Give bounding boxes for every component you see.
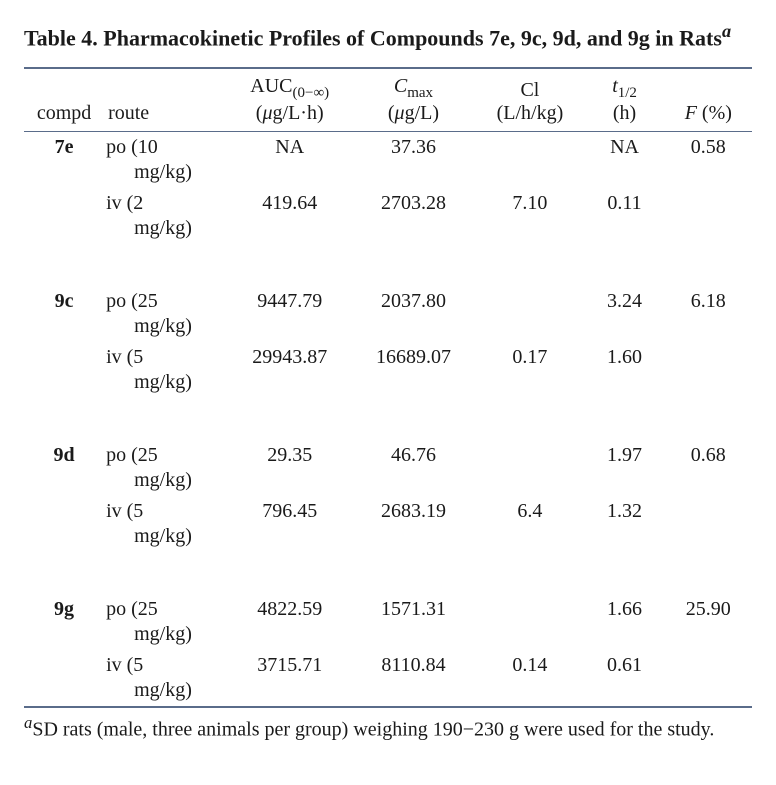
cell-compd — [24, 188, 104, 244]
cell-cl — [475, 594, 584, 650]
col-auc: AUC(0−∞) (μg/L·h) — [228, 68, 352, 132]
cell-compd — [24, 650, 104, 707]
cell-route: po (25mg/kg) — [104, 440, 228, 496]
footnote: aSD rats (male, three animals per group)… — [24, 712, 752, 743]
cell-auc: 3715.71 — [228, 650, 352, 707]
cell-route: po (25mg/kg) — [104, 286, 228, 342]
f-unit: (%) — [697, 102, 732, 124]
group-gap — [24, 552, 752, 594]
cell-cl: 6.4 — [475, 496, 584, 552]
auc-sub: (0−∞) — [292, 85, 329, 101]
header-row: compd route AUC(0−∞) (μg/L·h) Cmax (μg/L… — [24, 68, 752, 132]
cell-auc: 9447.79 — [228, 286, 352, 342]
col-f: F (%) — [665, 68, 752, 132]
cell-compd: 9d — [24, 440, 104, 496]
cell-route: iv (5mg/kg) — [104, 496, 228, 552]
cell-thalf: 0.11 — [585, 188, 665, 244]
cell-auc: 29.35 — [228, 440, 352, 496]
cell-thalf: NA — [585, 132, 665, 189]
col-route: route — [104, 68, 228, 132]
auc-u2: g/L·h) — [273, 102, 324, 124]
cell-cl: 0.17 — [475, 342, 584, 398]
cell-auc: 4822.59 — [228, 594, 352, 650]
cl-unit: (L/h/kg) — [497, 102, 564, 124]
cell-compd — [24, 342, 104, 398]
cell-cmax: 2037.80 — [352, 286, 476, 342]
cell-cmax: 2703.28 — [352, 188, 476, 244]
col-compd: compd — [24, 68, 104, 132]
cell-auc: 419.64 — [228, 188, 352, 244]
table-title: Table 4. Pharmacokinetic Profiles of Com… — [24, 20, 752, 53]
col-route-label: route — [108, 102, 149, 124]
table-row: 9cpo (25mg/kg)9447.792037.80 3.246.18 — [24, 286, 752, 342]
col-cmax: Cmax (μg/L) — [352, 68, 476, 132]
cmax-sub: max — [407, 85, 433, 101]
cell-compd: 9g — [24, 594, 104, 650]
group-gap — [24, 244, 752, 286]
cell-thalf: 1.97 — [585, 440, 665, 496]
cell-route: iv (5mg/kg) — [104, 342, 228, 398]
footnote-text: SD rats (male, three animals per group) … — [32, 719, 714, 741]
cell-cl: 0.14 — [475, 650, 584, 707]
auc-label: AUC — [250, 75, 292, 97]
title-footnote-mark: a — [722, 21, 731, 41]
thalf-sub: 1/2 — [618, 85, 637, 101]
cell-cl: 7.10 — [475, 188, 584, 244]
cell-f: 0.58 — [665, 132, 752, 189]
thalf-unit: (h) — [613, 102, 636, 124]
cell-f: 6.18 — [665, 286, 752, 342]
cell-cmax: 8110.84 — [352, 650, 476, 707]
cell-thalf: 3.24 — [585, 286, 665, 342]
cell-route: po (10mg/kg) — [104, 132, 228, 189]
cell-thalf: 1.66 — [585, 594, 665, 650]
cell-cl — [475, 132, 584, 189]
col-compd-label: compd — [37, 102, 91, 124]
cell-route: iv (2mg/kg) — [104, 188, 228, 244]
cell-cmax: 2683.19 — [352, 496, 476, 552]
col-cl: Cl (L/h/kg) — [475, 68, 584, 132]
title-text: Table 4. Pharmacokinetic Profiles of Com… — [24, 25, 722, 50]
cl-label: Cl — [520, 79, 539, 101]
cell-route: iv (5mg/kg) — [104, 650, 228, 707]
cell-thalf: 1.32 — [585, 496, 665, 552]
cell-auc: NA — [228, 132, 352, 189]
table-row: iv (5mg/kg)29943.8716689.070.171.60 — [24, 342, 752, 398]
table-row: 7epo (10mg/kg)NA37.36NA0.58 — [24, 132, 752, 189]
table-row: 9dpo (25mg/kg)29.3546.76 1.970.68 — [24, 440, 752, 496]
cell-compd — [24, 496, 104, 552]
cell-cmax: 16689.07 — [352, 342, 476, 398]
cell-cmax: 1571.31 — [352, 594, 476, 650]
table-row: 9gpo (25mg/kg)4822.591571.31 1.6625.90 — [24, 594, 752, 650]
cell-cmax: 46.76 — [352, 440, 476, 496]
cell-thalf: 0.61 — [585, 650, 665, 707]
cell-cmax: 37.36 — [352, 132, 476, 189]
table-row: iv (2mg/kg)419.642703.287.100.11 — [24, 188, 752, 244]
cell-compd: 9c — [24, 286, 104, 342]
cell-f — [665, 342, 752, 398]
auc-mu: μ — [262, 102, 272, 124]
cmax-mu: μ — [395, 102, 405, 124]
cell-f — [665, 650, 752, 707]
group-gap — [24, 398, 752, 440]
f-label: F — [685, 102, 697, 124]
cell-cl — [475, 440, 584, 496]
cell-thalf: 1.60 — [585, 342, 665, 398]
cell-auc: 796.45 — [228, 496, 352, 552]
col-thalf: t1/2 (h) — [585, 68, 665, 132]
cell-f — [665, 188, 752, 244]
cell-compd: 7e — [24, 132, 104, 189]
table-body: 7epo (10mg/kg)NA37.36NA0.58iv (2mg/kg)41… — [24, 132, 752, 708]
cell-cl — [475, 286, 584, 342]
table-row: iv (5mg/kg)3715.718110.840.140.61 — [24, 650, 752, 707]
pk-table: compd route AUC(0−∞) (μg/L·h) Cmax (μg/L… — [24, 67, 752, 708]
cell-f — [665, 496, 752, 552]
table-row: iv (5mg/kg)796.452683.196.41.32 — [24, 496, 752, 552]
cell-route: po (25mg/kg) — [104, 594, 228, 650]
cell-f: 25.90 — [665, 594, 752, 650]
cmax-c: C — [394, 75, 407, 97]
cell-auc: 29943.87 — [228, 342, 352, 398]
cmax-u2: g/L) — [405, 102, 439, 124]
cmax-u1: ( — [388, 102, 395, 124]
cell-f: 0.68 — [665, 440, 752, 496]
